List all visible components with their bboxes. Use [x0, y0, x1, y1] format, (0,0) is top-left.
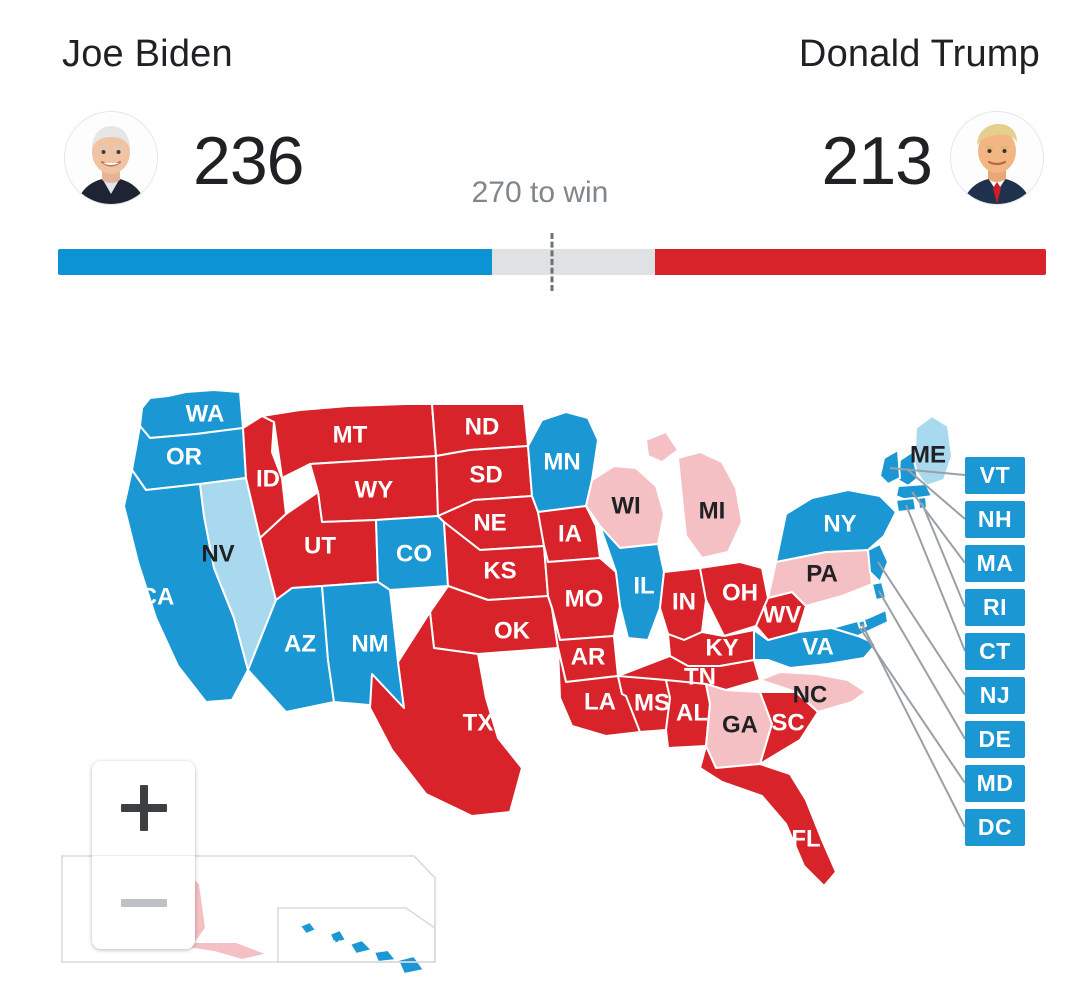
state-chip-md[interactable]: MD [965, 765, 1025, 802]
state-ny[interactable] [775, 489, 897, 563]
state-wi[interactable] [585, 465, 665, 549]
270-threshold-marker [550, 233, 554, 291]
leader-line-vt [889, 467, 966, 476]
state-chip-label: DE [978, 726, 1012, 752]
zoom-in-button[interactable] [92, 761, 195, 856]
leader-line-nh [907, 469, 966, 520]
state-me[interactable] [913, 415, 953, 487]
state-chip-label: CT [979, 638, 1011, 664]
state-chip-label: NJ [979, 682, 1011, 708]
leader-line-ri [921, 502, 966, 608]
state-chip-label: MA [976, 550, 1014, 576]
state-vt[interactable] [879, 449, 901, 485]
biden-portrait-icon [65, 112, 157, 204]
us-electoral-map[interactable]: WA OR CA NV ID MT WY UT CO AZ NM ND SD NE KS OK TX MN IA MO… [0, 300, 1080, 993]
state-chip-label: NH [977, 506, 1013, 532]
right-candidate-name: Donald Trump [798, 33, 1040, 75]
left-candidate-avatar [64, 111, 158, 205]
left-candidate-vote-count: 236 [193, 123, 304, 199]
state-chip-ma[interactable]: MA [965, 545, 1025, 582]
state-chip-de[interactable]: DE [965, 721, 1025, 758]
to-win-label: 270 to win [471, 176, 609, 209]
state-tx[interactable] [369, 611, 523, 817]
plus-icon-vertical [139, 785, 148, 831]
minus-icon [120, 899, 167, 907]
right-candidate-bar [654, 249, 1046, 275]
state-chip-label: DC [977, 814, 1013, 840]
state-chip-label: MD [976, 770, 1014, 796]
hi-inset-frame [277, 907, 436, 963]
state-nm[interactable] [321, 581, 405, 709]
leader-line-ct [905, 504, 966, 652]
left-candidate-bar [58, 249, 492, 275]
trump-portrait-icon [951, 112, 1043, 204]
leader-line-nj [877, 561, 966, 696]
state-in[interactable] [659, 567, 707, 641]
state-al[interactable] [665, 679, 711, 749]
right-candidate-vote-count: 213 [821, 123, 933, 199]
small-state-chip-column: VT NH MA RI CT NJ DE MD DC [965, 457, 1025, 853]
state-chip-label: VT [979, 462, 1011, 488]
electoral-progress-bar [58, 233, 1046, 291]
state-chip-ri[interactable]: RI [965, 589, 1025, 626]
state-mn[interactable] [527, 411, 599, 513]
zoom-out-button[interactable] [92, 856, 195, 949]
left-candidate-name: Joe Biden [62, 33, 233, 75]
state-hi[interactable] [299, 921, 425, 975]
right-candidate-avatar [950, 111, 1044, 205]
ak-inset-frame [61, 855, 436, 963]
state-mi[interactable] [645, 431, 743, 559]
leader-line-ma [911, 491, 966, 564]
state-co[interactable] [375, 515, 449, 591]
map-zoom-control[interactable] [92, 761, 195, 949]
leader-line-de [878, 590, 966, 740]
state-nc[interactable] [759, 671, 867, 713]
state-mo[interactable] [543, 545, 621, 641]
electoral-scoreboard: Joe Biden Donald Trump [0, 0, 1080, 300]
state-il[interactable] [599, 525, 665, 641]
state-chip-ct[interactable]: CT [965, 633, 1025, 670]
state-fl[interactable] [699, 745, 837, 887]
state-chip-nj[interactable]: NJ [965, 677, 1025, 714]
state-chip-nh[interactable]: NH [965, 501, 1025, 538]
state-wy[interactable] [309, 455, 439, 523]
state-chip-dc[interactable]: DC [965, 809, 1025, 846]
state-chip-vt[interactable]: VT [965, 457, 1025, 494]
state-chip-label: RI [983, 594, 1007, 620]
leader-line-dc [861, 623, 966, 828]
